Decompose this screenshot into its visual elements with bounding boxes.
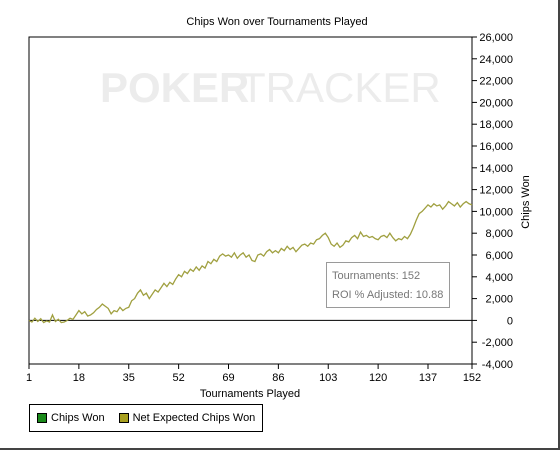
legend-label-net-expected-chips-won: Net Expected Chips Won (132, 412, 256, 424)
legend-swatch-net-expected-chips-won (118, 413, 129, 423)
y-axis-ticks: -4,000 -2,000 0 2,000 4,000 6,000 8,000 10,000 1… (472, 32, 513, 371)
tooltip-roi-label: ROI % Adjusted: (332, 289, 413, 301)
y-tick-label: 2,000 (485, 294, 513, 306)
y-tick-label: 6,000 (485, 250, 513, 262)
chart-title: Chips Won over Tournaments Played (186, 16, 367, 28)
legend-label-chips-won: Chips Won (51, 412, 105, 424)
x-tick-label: 18 (73, 372, 85, 384)
x-axis-ticks: 1 18 35 52 69 86 103 120 137 152 (26, 364, 481, 384)
x-tick-label: 1 (26, 372, 32, 384)
y-tick-label: 10,000 (479, 206, 513, 218)
y-tick-label: 8,000 (485, 228, 513, 240)
legend: Chips Won Net Expected Chips Won (29, 404, 264, 432)
y-tick-label: 24,000 (479, 54, 513, 66)
y-tick-label: 4,000 (485, 272, 513, 284)
x-tick-label: 35 (123, 372, 135, 384)
y-tick-label: 0 (507, 315, 513, 327)
x-tick-label: 137 (419, 372, 437, 384)
x-tick-label: 103 (319, 372, 337, 384)
series-line-net-expected-chips-won (28, 200, 473, 324)
y-tick-label: 26,000 (479, 32, 513, 44)
watermark-poker: POKER (100, 64, 249, 111)
y-axis-label: Chips Won (520, 175, 532, 229)
tooltip-tournaments: Tournaments: 152 (332, 267, 449, 286)
y-tick-label: 16,000 (479, 141, 513, 153)
y-tick-label: -4,000 (482, 359, 513, 371)
y-tick-label: -2,000 (482, 337, 513, 349)
x-tick-label: 86 (272, 372, 284, 384)
tooltip: Tournaments: 152 ROI % Adjusted: 10.88 (326, 262, 450, 308)
watermark-tracker: TRACKER (240, 64, 441, 111)
tooltip-tournaments-label: Tournaments: (332, 270, 399, 282)
x-axis-label: Tournaments Played (200, 388, 300, 400)
tooltip-tournaments-value: 152 (401, 270, 421, 282)
legend-item-chips-won[interactable]: Chips Won (37, 412, 105, 424)
legend-item-net-expected-chips-won[interactable]: Net Expected Chips Won (118, 412, 256, 424)
x-tick-label: 120 (369, 372, 387, 384)
y-tick-label: 12,000 (479, 185, 513, 197)
watermark: POKER TRACKER (100, 64, 441, 111)
tooltip-roi: ROI % Adjusted: 10.88 (332, 286, 449, 305)
y-tick-label: 22,000 (479, 76, 513, 88)
plot-area (28, 36, 473, 365)
x-tick-label: 69 (222, 372, 234, 384)
y-tick-label: 18,000 (479, 119, 513, 131)
y-tick-label: 14,000 (479, 163, 513, 175)
x-tick-label: 152 (463, 372, 481, 384)
x-tick-label: 52 (172, 372, 184, 384)
y-tick-label: 20,000 (479, 97, 513, 109)
tooltip-roi-value: 10.88 (415, 289, 444, 301)
legend-swatch-chips-won (37, 413, 47, 423)
